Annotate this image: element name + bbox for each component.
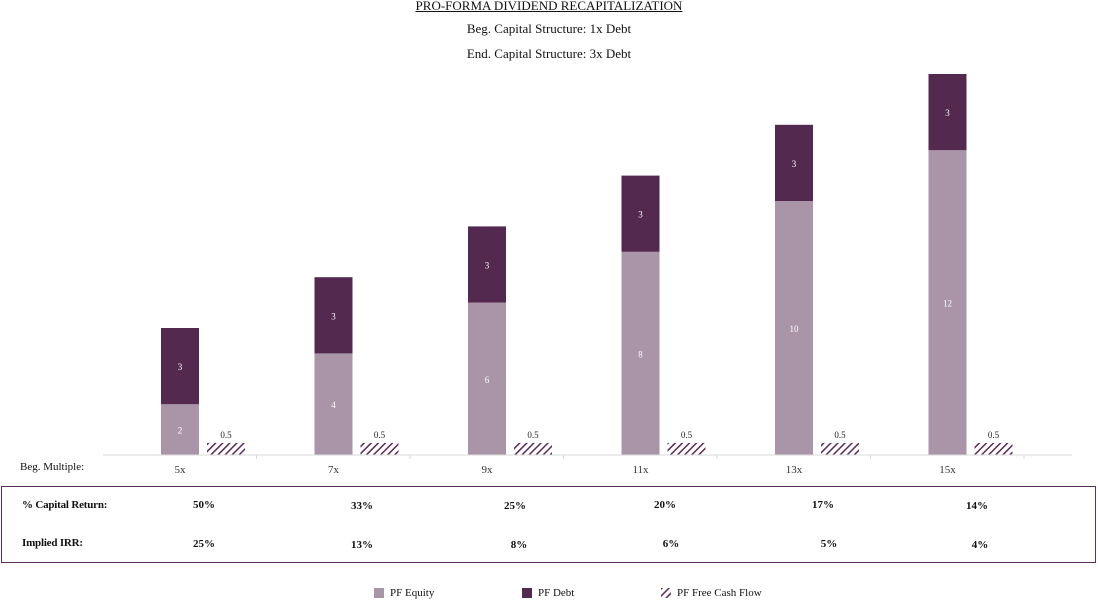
implied-irr-value: 5% — [820, 538, 838, 550]
fcf-bar — [207, 442, 245, 455]
x-tick-label: 13x — [786, 464, 803, 476]
debt-data-label: 3 — [178, 362, 183, 372]
capital-return-value: 25% — [504, 500, 526, 512]
fcf-swatch — [661, 588, 671, 598]
implied-irr-label: Implied IRR: — [22, 537, 83, 549]
chart-title: PRO-FORMA DIVIDEND RECAPITALIZATION — [415, 0, 683, 13]
legend-item-fcf: PF Free Cash Flow — [661, 587, 762, 599]
equity-data-label: 2 — [178, 426, 183, 436]
debt-data-label: 3 — [485, 261, 490, 271]
debt-bar — [468, 226, 506, 303]
equity-bar — [314, 353, 353, 455]
equity-data-label: 12 — [943, 299, 952, 309]
debt-data-label: 3 — [638, 210, 643, 220]
fcf-bar — [667, 442, 706, 455]
fcf-bar — [514, 442, 552, 455]
capital-return-value: 33% — [351, 500, 373, 512]
debt-bar — [161, 328, 199, 405]
x-tick-label: 15x — [939, 464, 956, 476]
fcf-data-label: 0.5 — [834, 430, 846, 440]
debt-bar — [621, 175, 660, 252]
end-capital-structure: End. Capital Structure: 3x Debt — [466, 46, 632, 61]
capital-return-label: % Capital Return: — [22, 499, 108, 511]
equity-data-label: 6 — [485, 375, 490, 385]
equity-bar — [775, 201, 813, 455]
implied-irr-value: 4% — [971, 539, 989, 551]
equity-data-label: 8 — [638, 349, 643, 359]
legend-item-equity: PF Equity — [374, 587, 434, 599]
legend-item-debt: PF Debt — [522, 587, 574, 599]
fcf-bar — [974, 442, 1013, 455]
capital-return-value: 50% — [193, 499, 215, 511]
fcf-bar — [360, 442, 399, 455]
fcf-data-label: 0.5 — [988, 430, 1000, 440]
equity-bar — [621, 251, 660, 455]
fcf-bar — [821, 442, 859, 455]
equity-swatch — [374, 588, 384, 598]
debt-data-label: 3 — [945, 108, 950, 118]
debt-data-label: 3 — [792, 159, 797, 169]
debt-data-label: 3 — [331, 311, 336, 321]
x-tick-label: 7x — [328, 464, 340, 476]
metrics-box: % Capital Return: Implied IRR: 50% 33% 2… — [1, 486, 1096, 563]
legend-label-fcf: PF Free Cash Flow — [677, 587, 762, 599]
x-tick-label: 11x — [632, 464, 649, 476]
implied-irr-value: 13% — [351, 539, 373, 551]
implied-irr-value: 25% — [193, 538, 215, 550]
fcf-data-label: 0.5 — [527, 430, 539, 440]
x-tick-label: 9x — [482, 464, 494, 476]
capital-return-value: 20% — [654, 499, 676, 511]
beg-capital-structure: Beg. Capital Structure: 1x Debt — [466, 21, 632, 36]
debt-swatch — [522, 588, 532, 598]
x-tick-label: 5x — [175, 464, 187, 476]
equity-data-label: 4 — [331, 400, 336, 410]
capital-return-value: 17% — [812, 499, 834, 511]
debt-bar — [928, 74, 967, 151]
legend-label-equity: PF Equity — [390, 587, 435, 599]
equity-bar — [161, 404, 199, 455]
capital-return-value: 14% — [966, 500, 988, 512]
dividend-recap-chart: 2 3 0.5 4 3 0.5 6 3 0.5 8 3 0.5 10 3 0.5 12 3 0.5 5x 7x 9x 1… — [103, 74, 1072, 476]
equity-bar — [928, 150, 967, 455]
x-axis-label: Beg. Multiple: — [20, 461, 85, 473]
implied-irr-value: 8% — [510, 539, 528, 551]
fcf-data-label: 0.5 — [220, 430, 232, 440]
debt-bar — [775, 124, 813, 201]
legend-label-debt: PF Debt — [538, 587, 575, 599]
fcf-data-label: 0.5 — [374, 430, 386, 440]
fcf-data-label: 0.5 — [681, 430, 693, 440]
debt-bar — [314, 277, 353, 354]
equity-bar — [468, 302, 506, 455]
equity-data-label: 10 — [790, 324, 800, 334]
implied-irr-value: 6% — [662, 538, 680, 550]
